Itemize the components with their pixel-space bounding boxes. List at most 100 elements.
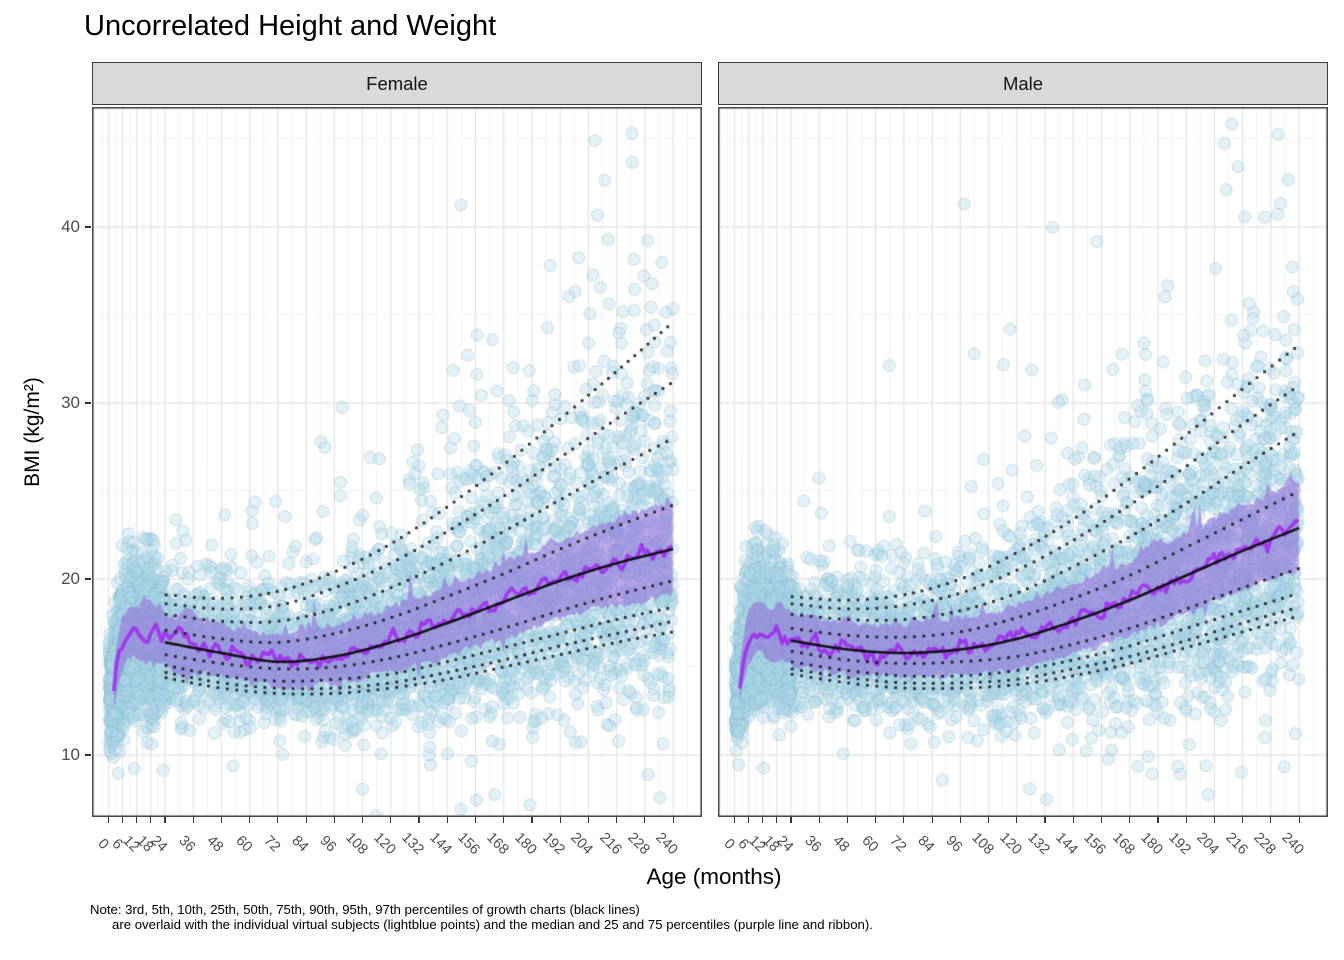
x-axis-tick-label: 192 [539,829,568,859]
y-axis-tick [85,402,91,404]
x-axis-tick-label: 96 [316,832,340,856]
x-axis-tick-label: 228 [624,829,653,859]
x-axis-tick-label: 228 [1250,829,1279,859]
facet-strip-female-label: Female [366,72,428,94]
x-axis-tick [559,817,561,823]
x-axis-tick [1129,817,1131,823]
y-axis-tick-label: 30 [61,393,80,413]
y-axis-tick-label: 40 [61,217,80,237]
x-axis-tick [136,817,138,823]
y-axis-tick-label: 20 [61,569,80,589]
x-axis-tick [1100,817,1103,823]
x-axis-tick [249,817,251,823]
x-axis-tick [748,817,750,823]
x-axis-tick-label: 36 [801,832,825,856]
x-axis-tick-label: 84 [288,832,312,856]
x-axis-tick-label: 216 [595,829,625,859]
x-axis-tick [361,817,364,823]
x-axis-tick [277,817,279,823]
x-axis-tick [875,817,877,823]
x-axis-tick [903,817,905,823]
x-axis-tick [1270,817,1272,823]
x-axis-tick [1044,817,1046,823]
chart-title: Uncorrelated Height and Weight [84,10,497,42]
footnote: Note: 3rd, 5th, 10th, 25th, 50th, 75th, … [90,902,873,932]
x-axis-tick [1298,817,1300,823]
x-axis-tick [672,817,674,823]
x-axis-tick-label: 132 [1024,829,1053,859]
x-axis-tick [122,817,124,823]
x-axis-tick [107,817,110,823]
panel-canvas-female [92,107,702,817]
x-axis-tick-label: 96 [942,832,966,856]
x-axis-tick-label: 204 [567,829,597,859]
x-axis-tick-label: 216 [1221,829,1251,859]
x-axis-tick [762,817,764,823]
x-axis-tick-label: 156 [1080,829,1110,859]
x-axis-tick-label: 36 [175,832,199,856]
x-axis-tick-label: 240 [652,829,681,859]
x-axis-tick-label: 24 [773,832,797,856]
x-axis-tick-label: 144 [1052,829,1081,859]
x-axis-tick-label: 24 [147,832,171,856]
y-axis-tick [85,226,91,228]
y-axis-tick [85,754,91,756]
x-axis-tick [1016,817,1018,823]
plot-panel-female [92,107,702,817]
x-axis-tick [1072,817,1074,823]
x-axis-tick [333,817,335,823]
x-axis-tick-label: 120 [996,829,1025,859]
x-axis-tick-label: 72 [886,832,910,856]
footnote-line2: are overlaid with the individual virtual… [112,916,873,932]
x-axis-tick [987,817,990,823]
x-axis-tick [192,817,194,823]
x-axis-tick-label: 48 [829,832,853,856]
x-axis-tick-label: 120 [370,829,399,859]
x-axis-tick-label: 144 [426,829,455,859]
plot-panel-male [718,107,1328,817]
x-axis-tick-label: 204 [1193,829,1223,859]
x-axis-tick-label: 108 [341,829,371,859]
y-axis-tick [85,578,91,580]
facet-strip-male: Male [718,62,1328,105]
x-axis-tick [503,817,505,823]
x-axis-tick-label: 0 [94,835,112,853]
x-axis-tick [418,817,420,823]
facet-strip-female: Female [92,62,702,105]
x-axis-tick [776,817,778,823]
x-axis-tick-label: 0 [720,835,738,853]
x-axis-tick-label: 72 [260,832,284,856]
x-axis-tick-label: 168 [482,829,512,859]
x-axis-tick-label: 156 [454,829,484,859]
facet-strip-male-label: Male [1002,72,1044,94]
x-axis-tick-label: 132 [398,829,427,859]
x-axis-tick [220,817,222,823]
x-axis-tick-label: 48 [203,832,227,856]
x-axis-tick [644,817,646,823]
y-axis-label: BMI (kg/m²) [21,377,44,487]
x-axis-tick-label: 180 [511,829,540,859]
x-axis-tick [931,817,933,823]
x-axis-tick-label: 60 [858,832,881,856]
x-axis-tick [587,817,589,823]
x-axis-tick-label: 108 [967,829,997,859]
x-axis-tick [150,817,152,823]
footnote-line1: Note: 3rd, 5th, 10th, 25th, 50th, 75th, … [90,902,640,917]
x-axis-tick [733,817,736,823]
x-axis-tick [1157,817,1159,823]
x-axis-tick [305,817,307,823]
x-axis-tick [1185,817,1187,823]
x-axis-tick [959,817,961,823]
x-axis-label: Age (months) [646,864,782,889]
x-axis-tick [446,817,448,823]
x-axis-tick [474,817,477,823]
x-axis-tick [1213,817,1215,823]
x-axis-tick-label: 84 [914,832,938,856]
x-axis-tick [531,817,533,823]
x-axis-tick [390,817,392,823]
x-axis-tick [818,817,820,823]
x-axis-tick [790,817,792,823]
x-axis-tick-label: 180 [1137,829,1166,859]
x-axis-tick-label: 192 [1165,829,1194,859]
